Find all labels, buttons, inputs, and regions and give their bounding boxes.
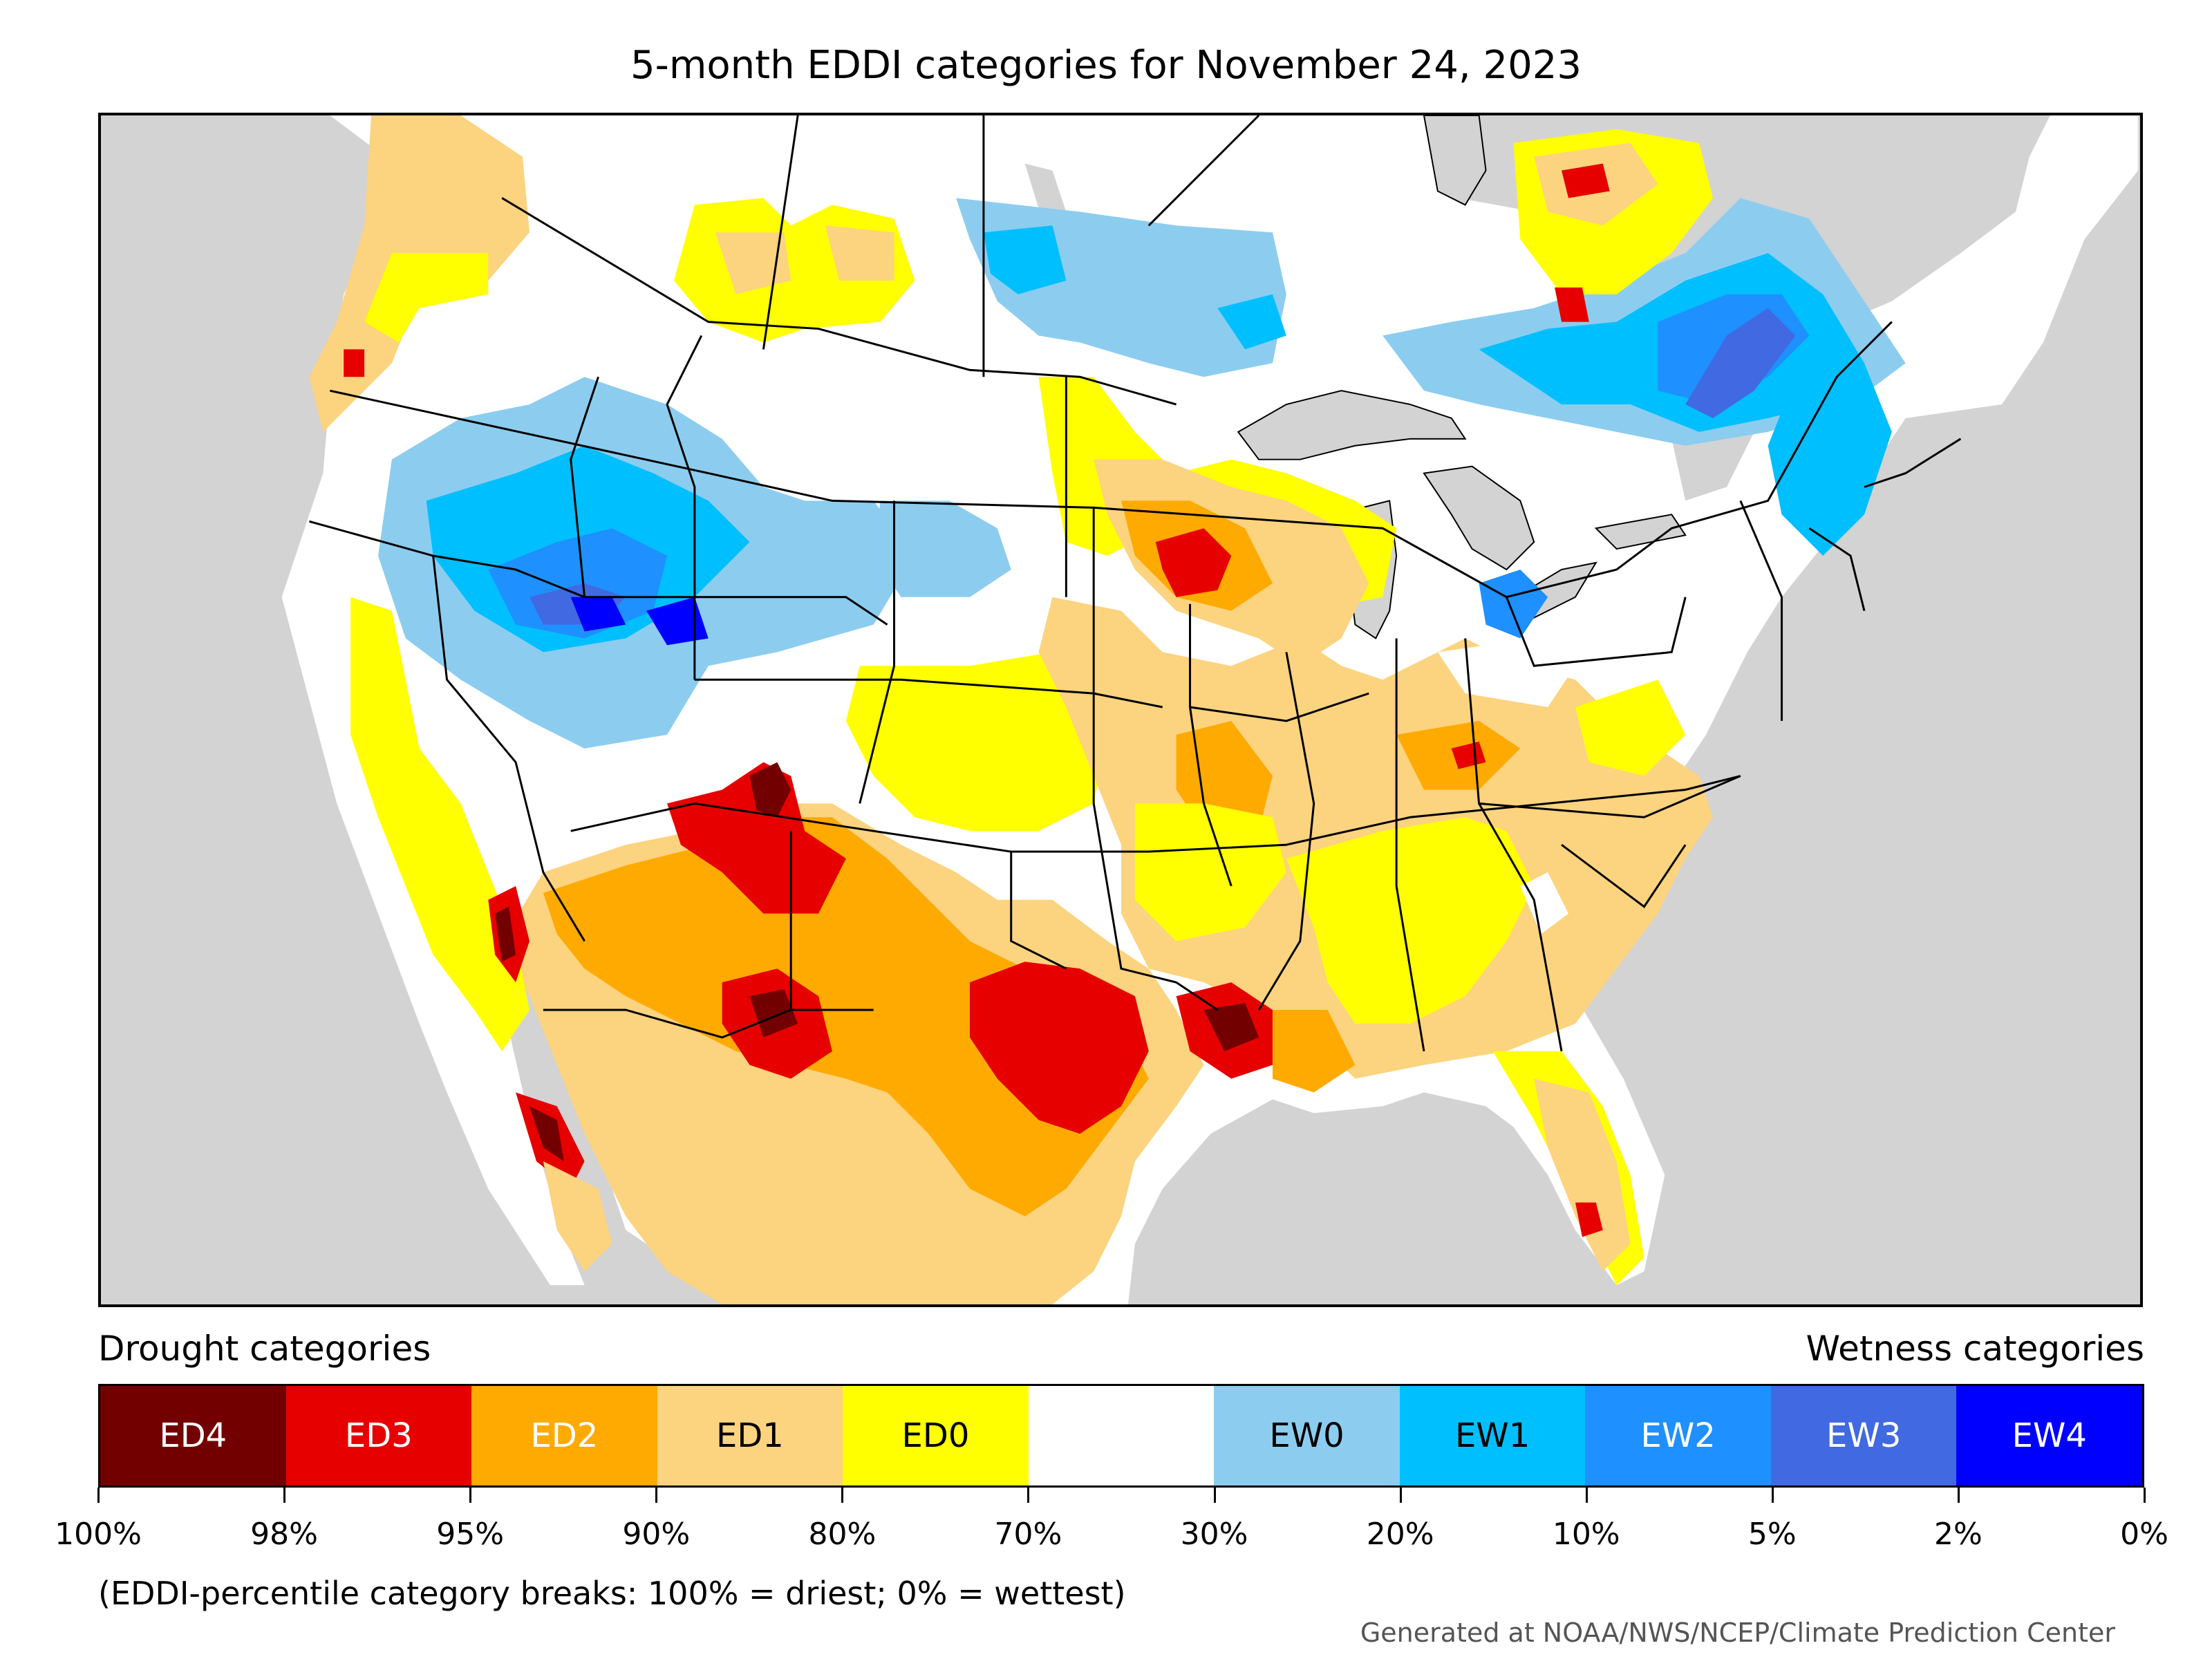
tick-label: 2% [1934,1517,1983,1552]
wetness-categories-heading: Wetness categories [1806,1329,2144,1369]
lake-superior [1237,390,1467,460]
colorbar-cell-ew4: EW4 [1956,1386,2143,1485]
eddi-map-canvas [281,115,2139,1304]
colorbar-cell-ed4: ED4 [100,1386,286,1485]
boundaries [309,115,1962,1051]
colorbar-cell-ew3: EW3 [1770,1386,1957,1485]
drought-categories-heading: Drought categories [98,1329,431,1369]
colorbar-cell-ed1: ED1 [657,1386,843,1485]
category-colorbar: ED4 ED3 ED2 ED1 ED0 EW0 EW1 EW2 EW3 EW4 [98,1384,2144,1488]
tick-label: 20% [1366,1517,1434,1552]
colorbar-cell-ed2: ED2 [471,1386,657,1485]
eddi-map [98,113,2143,1307]
tick-label: 90% [622,1517,691,1552]
tick-mark [2144,1488,2146,1503]
tick-label: 95% [436,1517,505,1552]
tick-mark [283,1488,286,1503]
tick-mark [1027,1488,1030,1503]
james-bay [1423,115,1487,206]
colorbar-cell-ew1: EW1 [1399,1386,1586,1485]
credit-line: Generated at NOAA/NWS/NCEP/Climate Predi… [1360,1618,2115,1648]
lake-ontario [1594,514,1687,550]
colorbar-cell-ed3: ED3 [285,1386,472,1485]
tick-label: 70% [994,1517,1062,1552]
tick-label: 10% [1552,1517,1620,1552]
tick-label: 30% [1180,1517,1248,1552]
tick-mark [1585,1488,1588,1503]
tick-mark [1399,1488,1402,1503]
tick-label: 100% [55,1517,142,1552]
tick-mark [97,1488,100,1503]
colorbar-cell-ed0: ED0 [843,1386,1029,1485]
colorbar-cell-ew2: EW2 [1585,1386,1771,1485]
tick-label: 80% [808,1517,877,1552]
map-title: 5-month EDDI categories for November 24,… [630,43,1582,88]
tick-mark [469,1488,472,1503]
tick-mark [655,1488,658,1503]
tick-mark [841,1488,844,1503]
category-note: (EDDI-percentile category breaks: 100% =… [98,1575,1126,1612]
percentile-breaks: 100% 98% 95% 90% 80% 70% 30% 20% 10% 5% 2% 0% [55,1488,2168,1552]
tick-mark [1957,1488,1960,1503]
tick-mark [1771,1488,1774,1503]
tick-mark [1213,1488,1216,1503]
lake-huron [1423,465,1535,571]
tick-label: 98% [250,1517,318,1552]
tick-label: 0% [2120,1517,2168,1552]
tick-label: 5% [1747,1517,1797,1552]
colorbar-cell-ew0: EW0 [1214,1386,1400,1485]
colorbar-cell-normal [1028,1386,1215,1485]
